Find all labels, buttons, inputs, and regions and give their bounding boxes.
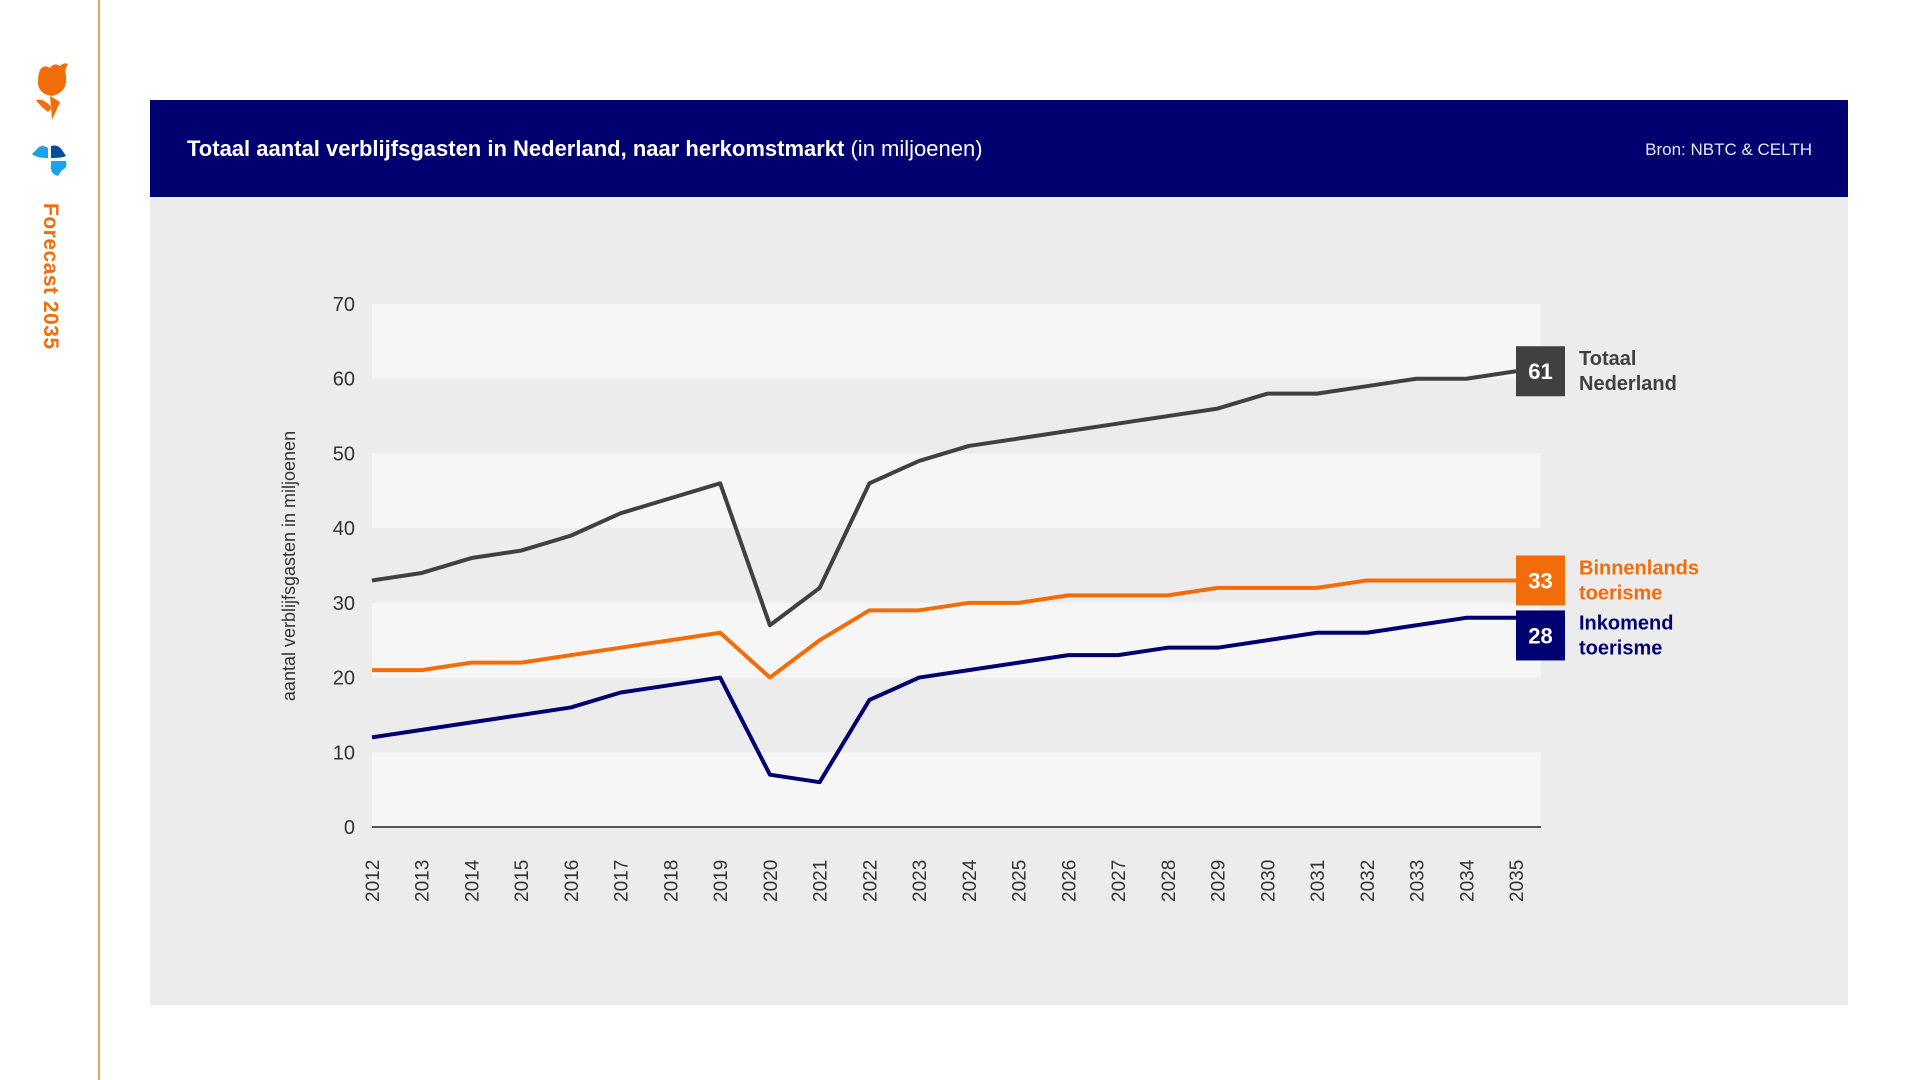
legend-label: Binnenlands (1579, 557, 1699, 579)
chart-title-main: Totaal aantal verblijfsgasten in Nederla… (187, 136, 845, 161)
x-tick-label: 2029 (1209, 860, 1230, 902)
chart-title-unit: (in miljoenen) (850, 136, 983, 161)
legend-label: toerisme (1579, 637, 1662, 659)
end-value-box (1516, 610, 1565, 661)
y-tick-label: 30 (333, 593, 355, 615)
x-tick-label: 2033 (1408, 860, 1429, 902)
x-tick-label: 2012 (363, 860, 384, 902)
legend-label: toerisme (1579, 582, 1662, 604)
x-tick-label: 2014 (462, 859, 483, 902)
x-tick-label: 2019 (711, 860, 732, 902)
chart-header: Totaal aantal verblijfsgasten in Nederla… (150, 100, 1848, 197)
x-tick-label: 2023 (910, 860, 931, 902)
x-tick-label: 2031 (1308, 860, 1329, 902)
end-value-box (1516, 555, 1565, 606)
x-tick-label: 2022 (860, 860, 881, 902)
x-tick-label: 2018 (661, 860, 682, 902)
y-tick-label: 40 (333, 518, 355, 540)
legend-label: Totaal (1579, 348, 1636, 370)
grid-band (372, 752, 1541, 827)
x-tick-label: 2025 (1010, 860, 1031, 902)
y-tick-label: 50 (333, 443, 355, 465)
x-tick-label: 2028 (1159, 860, 1180, 902)
grid-band (372, 453, 1541, 529)
end-value-label: 61 (1528, 359, 1552, 384)
grid-band (372, 602, 1541, 678)
x-tick-label: 2020 (761, 860, 782, 902)
x-tick-label: 2021 (811, 860, 832, 902)
x-tick-label: 2013 (413, 860, 434, 902)
end-value-label: 33 (1528, 568, 1552, 593)
legend-label: Inkomend (1579, 612, 1673, 634)
x-tick-label: 2015 (512, 860, 533, 902)
x-tick-label: 2017 (612, 860, 633, 902)
x-tick-label: 2026 (1059, 860, 1080, 902)
tulip-icon (36, 63, 68, 120)
x-tick-label: 2024 (960, 859, 981, 902)
x-tick-label: 2034 (1457, 859, 1478, 902)
chart-title: Totaal aantal verblijfsgasten in Nederla… (187, 136, 983, 162)
sidebar-label: Forecast 2035 (39, 203, 62, 350)
x-tick-label: 2032 (1358, 860, 1379, 902)
y-tick-label: 20 (333, 668, 355, 690)
legend-label: Nederland (1579, 373, 1677, 395)
x-tick-label: 2030 (1258, 860, 1279, 902)
end-value-box (1516, 346, 1565, 397)
x-tick-label: 2016 (562, 860, 583, 902)
chart-source: Bron: NBTC & CELTH (1645, 140, 1812, 159)
y-tick-label: 0 (344, 817, 355, 839)
series-line-2 (371, 615, 1516, 785)
sidebar-divider (98, 0, 100, 1080)
x-tick-label: 2027 (1109, 860, 1130, 902)
y-tick-label: 70 (333, 294, 355, 316)
y-axis-title: aantal verblijfsgasten in miljoenen (279, 431, 299, 701)
y-tick-label: 60 (333, 369, 355, 391)
series-line-1 (372, 578, 1516, 680)
hearts-clover-icon (32, 145, 67, 176)
x-tick-label: 2035 (1507, 860, 1528, 902)
end-value-label: 28 (1528, 623, 1552, 648)
grid-band (372, 304, 1541, 379)
series-line-0 (371, 369, 1517, 628)
y-tick-label: 10 (333, 742, 355, 764)
